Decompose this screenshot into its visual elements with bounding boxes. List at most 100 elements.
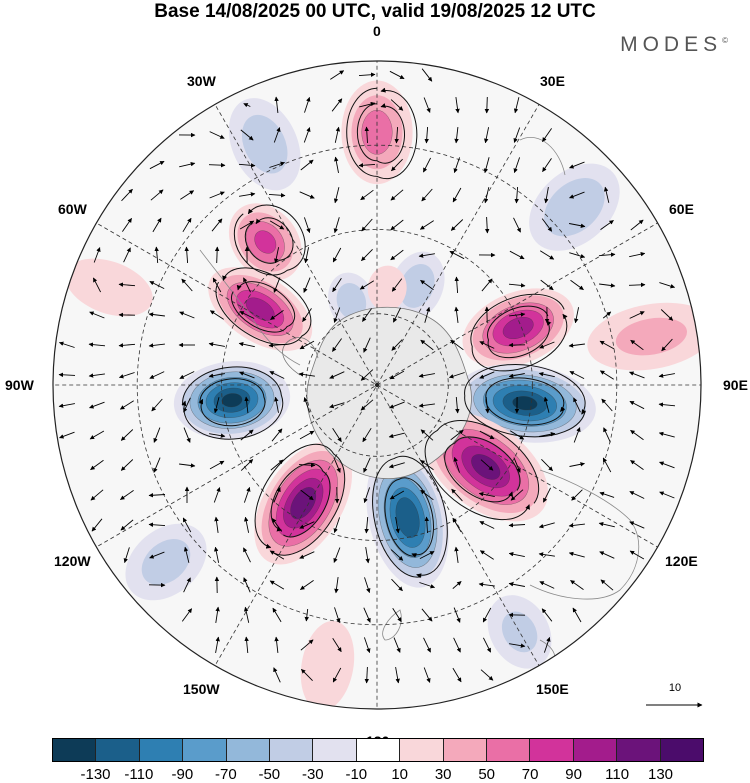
wind-arrow [213, 397, 220, 414]
wind-arrow [538, 522, 555, 529]
colorbar-tick-label: 50 [478, 766, 496, 783]
anomaly-contour [502, 316, 534, 340]
wind-arrow [360, 399, 374, 411]
wind-arrow [514, 186, 519, 204]
wind-arrow [570, 279, 584, 291]
wind-arrow [179, 463, 196, 468]
wind-arrow [423, 97, 431, 113]
anomaly-field [65, 80, 701, 709]
wind-arrow [90, 489, 104, 501]
brand-mark: © [722, 36, 728, 45]
wind-arrow [483, 157, 490, 174]
wind-arrow [182, 217, 192, 233]
wind-arrow [362, 308, 372, 322]
wind-arrow [298, 372, 315, 377]
wind-arrow [299, 430, 315, 440]
wind-arrow [120, 459, 134, 471]
wind-arrow [334, 607, 341, 624]
wind-arrow [573, 397, 581, 413]
wind-arrow [91, 518, 103, 532]
wind-arrow [302, 308, 312, 322]
colorbar-swatch [660, 739, 704, 761]
wind-arrow [358, 163, 376, 168]
streamline [346, 87, 418, 180]
wind-arrow [393, 637, 401, 653]
wind-arrow [208, 373, 225, 378]
wind-arrow [543, 636, 551, 653]
wind-arrow [418, 373, 435, 378]
wind-arrow [303, 217, 311, 234]
wind-arrow [391, 339, 403, 351]
colorbar-swatch [530, 739, 574, 761]
wind-arrow [513, 157, 521, 174]
wind-arrow [389, 401, 405, 409]
wind-arrow [334, 126, 341, 143]
wind-arrow [628, 282, 646, 288]
wind-arrow [539, 341, 555, 349]
wind-arrow [148, 312, 165, 317]
wind-arrow [334, 156, 339, 173]
wind-arrow [569, 161, 585, 169]
meridian-line [206, 90, 548, 680]
wind-arrow [422, 157, 432, 173]
wind-arrow [392, 307, 402, 323]
colorbar-swatch [400, 739, 444, 761]
wind-arrow [215, 636, 220, 653]
wind-arrow [240, 429, 254, 441]
wind-arrow [421, 608, 433, 622]
streamline [356, 103, 406, 164]
wind-arrow [630, 429, 644, 441]
wind-arrow [568, 551, 585, 558]
wind-arrow [149, 280, 165, 290]
wind-arrow [208, 342, 225, 347]
wind-arrow [509, 250, 525, 260]
wind-arrow [329, 402, 345, 409]
wind-arrow [304, 608, 310, 622]
longitude-label: 0 [373, 23, 381, 39]
wind-arrow [569, 191, 585, 199]
wind-arrow [508, 582, 525, 587]
wind-arrow [542, 128, 552, 142]
wind-arrow [599, 370, 614, 380]
wind-arrow [659, 491, 675, 499]
wind-arrow [450, 219, 464, 231]
wind-arrow [598, 521, 615, 528]
wind-arrow [244, 636, 249, 654]
streamline [198, 378, 266, 427]
wind-arrow [482, 607, 492, 623]
longitude-label: 150E [536, 681, 569, 697]
wind-arrow [269, 371, 285, 379]
wind-arrow [452, 667, 462, 683]
wind-arrow [574, 307, 580, 324]
longitude-label: 120W [54, 553, 91, 569]
wind-arrow [395, 667, 400, 684]
wind-arrow [209, 460, 225, 470]
wind-arrow [478, 582, 495, 587]
wind-arrow [418, 403, 435, 408]
wind-arrow [92, 277, 102, 293]
longitude-label: 60W [58, 201, 87, 217]
wind-arrow [149, 371, 165, 379]
wind-arrow [513, 457, 521, 473]
wind-arrow [420, 489, 434, 501]
wind-arrow [183, 427, 191, 443]
wind-arrow [510, 489, 524, 501]
wind-arrow [333, 457, 341, 473]
wind-arrow [659, 461, 675, 469]
pole-marker [375, 383, 379, 387]
wind-arrow [240, 459, 254, 471]
wind-arrow [151, 398, 163, 412]
wind-arrow [394, 126, 399, 144]
wind-arrow [508, 552, 525, 558]
wind-arrow [539, 250, 555, 260]
wind-arrow [424, 126, 429, 144]
colorbar-swatch [139, 739, 184, 761]
wind-arrow [333, 217, 340, 234]
wind-arrow [304, 96, 311, 113]
anomaly-contour [290, 487, 317, 520]
wind-arrow [542, 487, 552, 503]
wind-arrow [240, 129, 254, 141]
anomaly-contour [300, 620, 355, 709]
wind-arrow [629, 400, 645, 410]
wind-arrow [332, 667, 342, 683]
